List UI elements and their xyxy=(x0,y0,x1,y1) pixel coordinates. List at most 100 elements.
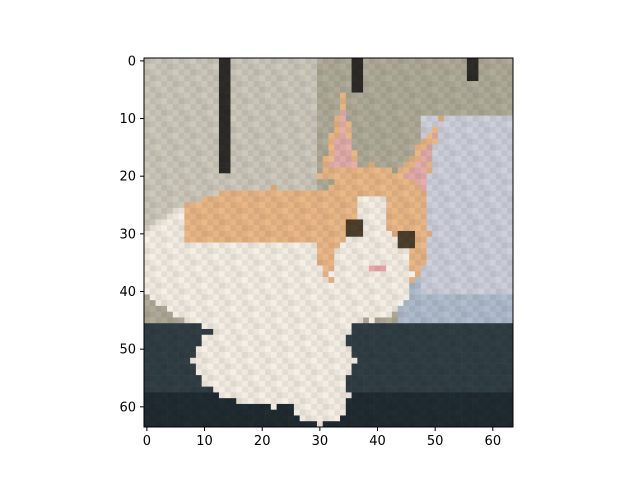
image-pixel xyxy=(357,121,364,128)
image-pixel xyxy=(178,138,185,145)
image-pixel xyxy=(201,81,208,88)
image-pixel xyxy=(461,375,468,382)
image-pixel xyxy=(305,392,312,399)
image-pixel xyxy=(299,363,306,370)
image-pixel xyxy=(455,380,462,387)
image-pixel xyxy=(224,132,231,140)
image-pixel xyxy=(218,357,226,364)
image-pixel xyxy=(236,328,243,336)
image-pixel xyxy=(420,202,427,209)
image-pixel xyxy=(190,92,197,99)
image-pixel xyxy=(443,63,450,70)
image-pixel xyxy=(455,311,462,318)
image-pixel xyxy=(501,363,508,370)
image-pixel xyxy=(161,288,168,295)
image-pixel xyxy=(340,317,347,324)
image-pixel xyxy=(161,167,168,174)
image-pixel xyxy=(190,380,197,387)
image-pixel xyxy=(391,190,398,197)
image-pixel xyxy=(472,104,479,111)
image-pixel xyxy=(357,81,364,88)
image-pixel xyxy=(172,207,179,214)
image-pixel xyxy=(155,98,162,105)
image-pixel xyxy=(334,184,341,191)
image-pixel xyxy=(293,81,300,88)
image-pixel xyxy=(507,109,513,116)
image-pixel xyxy=(259,346,266,353)
image-pixel xyxy=(184,127,191,134)
image-pixel xyxy=(432,121,439,128)
image-pixel xyxy=(172,179,179,186)
image-pixel xyxy=(414,300,422,307)
image-pixel xyxy=(489,254,497,261)
image-pixel xyxy=(155,92,162,99)
image-pixel xyxy=(409,305,416,312)
image-pixel xyxy=(184,86,191,93)
image-pixel xyxy=(414,115,422,122)
image-pixel xyxy=(472,144,479,151)
image-pixel xyxy=(190,259,197,266)
image-pixel xyxy=(409,167,416,174)
image-pixel xyxy=(322,92,329,99)
image-pixel xyxy=(259,352,266,359)
image-pixel xyxy=(190,179,197,186)
image-pixel xyxy=(478,300,485,307)
image-pixel xyxy=(455,421,462,427)
image-pixel xyxy=(167,156,174,163)
image-pixel xyxy=(380,248,387,255)
image-pixel xyxy=(288,81,295,88)
image-pixel xyxy=(311,127,318,134)
image-pixel xyxy=(322,219,329,226)
image-pixel xyxy=(345,403,352,411)
image-pixel xyxy=(449,190,456,197)
image-pixel xyxy=(190,86,197,93)
image-pixel xyxy=(218,421,226,427)
image-pixel xyxy=(432,69,439,76)
image-pixel xyxy=(276,236,283,243)
image-pixel xyxy=(386,86,393,93)
image-pixel xyxy=(282,328,289,336)
image-pixel xyxy=(466,225,473,232)
image-pixel xyxy=(334,173,341,180)
image-pixel xyxy=(161,236,168,243)
image-pixel xyxy=(224,75,231,82)
image-pixel xyxy=(495,98,502,105)
image-pixel xyxy=(270,138,277,145)
image-pixel xyxy=(247,248,254,255)
image-pixel xyxy=(149,98,156,105)
image-pixel xyxy=(363,69,370,76)
image-pixel xyxy=(386,207,393,214)
image-pixel xyxy=(167,58,174,65)
image-pixel xyxy=(345,150,352,157)
image-pixel xyxy=(259,109,266,116)
image-pixel xyxy=(345,352,352,359)
image-pixel xyxy=(224,282,231,289)
image-pixel xyxy=(311,328,318,336)
image-pixel xyxy=(380,352,387,359)
image-pixel xyxy=(213,202,220,209)
image-pixel xyxy=(403,265,410,272)
image-pixel xyxy=(507,81,513,88)
image-pixel xyxy=(449,69,456,76)
image-pixel xyxy=(328,219,335,226)
image-pixel xyxy=(242,254,249,261)
image-pixel xyxy=(276,58,283,65)
image-pixel xyxy=(305,138,312,145)
image-pixel xyxy=(397,138,404,145)
image-pixel xyxy=(224,346,231,353)
image-pixel xyxy=(409,311,416,318)
image-pixel xyxy=(495,109,502,116)
image-pixel xyxy=(340,98,347,105)
image-pixel xyxy=(426,104,433,111)
image-pixel xyxy=(247,277,254,284)
image-pixel xyxy=(414,328,422,336)
image-pixel xyxy=(190,132,197,140)
image-pixel xyxy=(397,375,404,382)
image-pixel xyxy=(328,375,335,382)
image-pixel xyxy=(414,173,422,180)
image-pixel xyxy=(328,230,335,238)
image-pixel xyxy=(305,271,312,278)
image-pixel xyxy=(386,392,393,399)
image-pixel xyxy=(391,184,398,191)
image-pixel xyxy=(449,58,456,65)
